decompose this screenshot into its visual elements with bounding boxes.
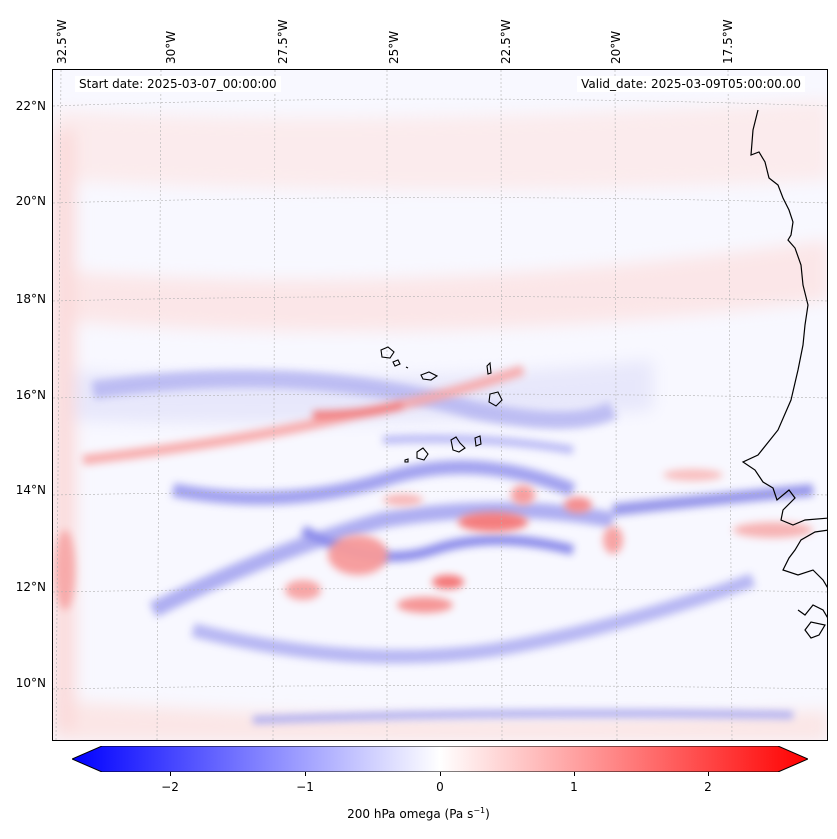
omega-positive-bands (55, 365, 813, 613)
colorbar-tickmark (305, 772, 306, 776)
lat-label: 10°N (15, 676, 46, 690)
colorbar-tickmark (574, 772, 575, 776)
colorbar-tick-label: −2 (161, 780, 179, 794)
colorbar-tick-label: 2 (704, 780, 712, 794)
colorbar-tick-label: 0 (436, 780, 444, 794)
lon-label: 20°W (609, 30, 623, 64)
map-gridlines (53, 70, 827, 740)
colorbar-title-main: 200 hPa omega (Pa s (347, 807, 474, 821)
colorbar-tick-label: 1 (570, 780, 578, 794)
omega-field-background (53, 100, 827, 740)
lat-label: 14°N (15, 483, 46, 497)
start-date-label: Start date: 2025-03-07_00:00:00 (75, 76, 281, 92)
omega-negative-bands (91, 369, 814, 724)
colorbar-tick-label: −1 (296, 780, 314, 794)
lat-label: 20°N (15, 194, 46, 208)
colorbar-tickmark (170, 772, 171, 776)
colorbar-tickmark (708, 772, 709, 776)
lon-label: 22.5°W (499, 19, 513, 64)
valid-date-label: Valid_date: 2025-03-09T05:00:00.00 (577, 76, 805, 92)
colorbar-gradient (72, 746, 808, 772)
lon-label: 25°W (387, 30, 401, 64)
omega-colorbar (72, 746, 808, 772)
colorbar-title: 200 hPa omega (Pa s−1) (0, 806, 837, 821)
omega-field-map (53, 70, 827, 740)
lat-label: 16°N (15, 388, 46, 402)
lat-label: 22°N (15, 99, 46, 113)
lon-label: 17.5°W (721, 19, 735, 64)
lat-label: 18°N (15, 292, 46, 306)
colorbar-title-exponent: −1 (473, 806, 486, 815)
colorbar-tickmark (440, 772, 441, 776)
lat-label: 12°N (15, 580, 46, 594)
colorbar-title-end: ) (485, 807, 490, 821)
lon-label: 32.5°W (55, 19, 69, 64)
african-coastline (741, 109, 827, 639)
map-plot-area (52, 69, 828, 741)
lon-label: 30°W (164, 30, 178, 64)
lon-label: 27.5°W (276, 19, 290, 64)
cape-verde-islands (380, 346, 503, 463)
